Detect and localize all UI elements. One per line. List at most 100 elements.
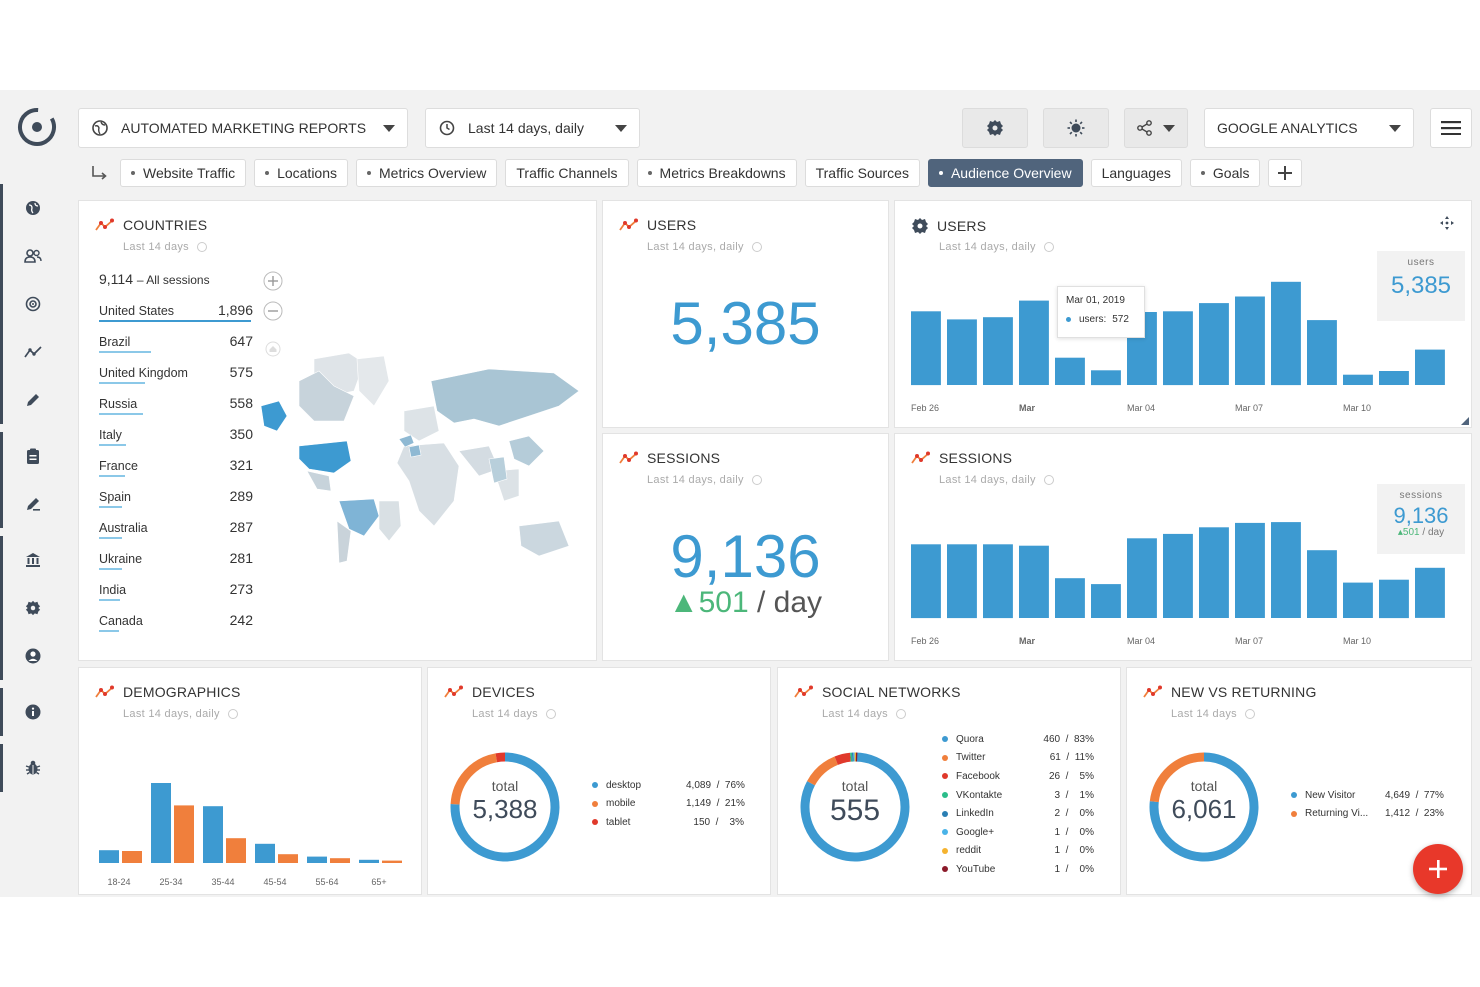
sidebar-item-annotate[interactable] (3, 480, 63, 528)
date-range-select[interactable]: Last 14 days, daily (425, 108, 640, 148)
bar[interactable] (983, 317, 1013, 385)
legend-item[interactable]: tablet 150 / 3% (592, 813, 744, 832)
country-row[interactable]: United Kingdom 575 (99, 361, 253, 392)
donut-slice[interactable] (495, 752, 506, 763)
legend-item[interactable]: Facebook 26 / 5% (942, 767, 1094, 786)
country-row[interactable]: Russia 558 (99, 392, 253, 423)
help-icon[interactable] (227, 709, 238, 719)
tab-website-traffic[interactable]: Website Traffic (120, 159, 247, 187)
report-select[interactable]: AUTOMATED MARKETING REPORTS (78, 108, 408, 148)
demo-bar[interactable] (174, 805, 194, 863)
add-tab-button[interactable] (1268, 159, 1303, 187)
demo-bar[interactable] (330, 858, 350, 863)
tab-traffic-channels[interactable]: Traffic Channels (505, 159, 629, 187)
country-row[interactable]: India 273 (99, 578, 253, 609)
bar[interactable] (1271, 281, 1301, 386)
sidebar-item-trends[interactable] (3, 328, 63, 376)
bar[interactable] (1091, 584, 1121, 618)
tab-audience-overview[interactable]: Audience Overview (927, 159, 1083, 187)
sidebar-item-settings[interactable] (3, 584, 63, 632)
share-button[interactable] (1124, 108, 1188, 148)
bar[interactable] (1415, 349, 1445, 385)
demo-bar[interactable] (255, 843, 275, 863)
demo-bar[interactable] (382, 860, 402, 863)
sidebar-item-info[interactable] (3, 688, 63, 736)
bar[interactable] (1235, 296, 1265, 386)
country-row[interactable]: Brazil 647 (99, 330, 253, 361)
donut-slice[interactable] (450, 752, 560, 862)
zoom-in-icon[interactable] (263, 271, 283, 291)
sidebar-item-debug[interactable] (3, 744, 63, 792)
world-map[interactable] (259, 351, 589, 571)
bar[interactable] (1379, 579, 1409, 619)
demo-bar[interactable] (307, 856, 327, 863)
bar[interactable] (911, 544, 941, 619)
country-row[interactable]: France 321 (99, 454, 253, 485)
help-icon[interactable] (545, 709, 556, 719)
bar[interactable] (1343, 582, 1373, 618)
tab-metrics-breakdowns[interactable]: Metrics Breakdowns (636, 159, 797, 187)
sidebar-item-edit[interactable] (3, 376, 63, 424)
add-widget-button[interactable] (1413, 844, 1463, 894)
help-icon[interactable] (1043, 475, 1054, 485)
country-row[interactable]: Italy 350 (99, 423, 253, 454)
demo-bar[interactable] (99, 850, 119, 863)
tab-traffic-sources[interactable]: Traffic Sources (804, 159, 920, 187)
returning-donut-chart[interactable] (1145, 748, 1263, 866)
donut-slice[interactable] (800, 752, 910, 862)
donut-slice[interactable] (834, 752, 852, 765)
country-row[interactable]: Spain 289 (99, 485, 253, 516)
sidebar-item-reports[interactable] (3, 432, 63, 480)
donut-slice[interactable] (1149, 752, 1259, 862)
resize-handle-icon[interactable] (1461, 417, 1469, 425)
demo-bar[interactable] (226, 838, 246, 863)
bar[interactable] (1055, 578, 1085, 618)
sidebar-item-audience[interactable] (3, 232, 63, 280)
bar[interactable] (1235, 522, 1265, 618)
legend-item[interactable]: Google+ 1 / 0% (942, 823, 1094, 842)
bar[interactable] (1415, 567, 1445, 618)
sidebar-item-profile[interactable] (3, 632, 63, 680)
move-icon[interactable] (1439, 215, 1455, 231)
logo-icon[interactable] (16, 106, 58, 148)
legend-item[interactable]: LinkedIn 2 / 0% (942, 804, 1094, 823)
help-icon[interactable] (1043, 242, 1054, 252)
help-icon[interactable] (751, 242, 762, 252)
legend-item[interactable]: mobile 1,149 / 21% (592, 795, 745, 814)
bar[interactable] (1127, 538, 1157, 618)
bar[interactable] (983, 544, 1013, 619)
help-icon[interactable] (196, 242, 207, 252)
bar[interactable] (1055, 357, 1085, 385)
legend-item[interactable]: desktop 4,089 / 76% (592, 776, 745, 795)
bar[interactable] (947, 544, 977, 619)
bar[interactable] (1199, 527, 1229, 618)
settings-button[interactable] (962, 108, 1028, 148)
bar[interactable] (1271, 522, 1301, 618)
bar[interactable] (1343, 374, 1373, 385)
help-icon[interactable] (751, 475, 762, 485)
bar[interactable] (1163, 533, 1193, 618)
data-source-select[interactable]: GOOGLE ANALYTICS (1204, 108, 1414, 148)
donut-slice[interactable] (450, 753, 498, 805)
home-icon[interactable] (265, 341, 281, 357)
tab-metrics-overview[interactable]: Metrics Overview (356, 159, 498, 187)
zoom-out-icon[interactable] (263, 301, 283, 321)
sessions-bar-chart[interactable]: Feb 26 Mar Mar 04 Mar 07 Mar 10 (909, 494, 1459, 654)
bar[interactable] (1019, 545, 1049, 618)
country-row[interactable]: United States 1,896 (99, 299, 253, 330)
bar[interactable] (1307, 550, 1337, 618)
bar[interactable] (1307, 320, 1337, 385)
tab-locations[interactable]: Locations (254, 159, 349, 187)
bar[interactable] (947, 319, 977, 385)
tab-languages[interactable]: Languages (1090, 159, 1182, 187)
legend-item[interactable]: reddit 1 / 0% (942, 842, 1094, 861)
bar[interactable] (1163, 311, 1193, 386)
country-row[interactable]: Canada 242 (99, 609, 253, 640)
demo-bar[interactable] (278, 854, 298, 863)
donut-slice[interactable] (807, 756, 839, 786)
demo-bar[interactable] (203, 806, 223, 863)
demo-bar[interactable] (359, 859, 379, 863)
demographics-bar-chart[interactable]: 18-24 25-34 35-44 45-54 55-64 65+ (93, 758, 413, 888)
help-icon[interactable] (895, 709, 906, 719)
tab-goals[interactable]: Goals (1189, 159, 1261, 187)
